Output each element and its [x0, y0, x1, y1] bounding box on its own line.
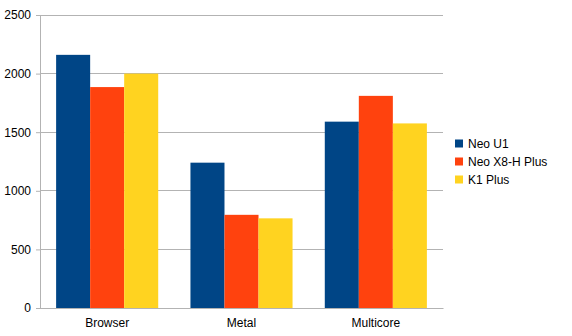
tick: Browser: [85, 316, 129, 330]
grid-line: [40, 73, 443, 74]
grid: [40, 15, 443, 308]
tick-mark: [36, 132, 40, 133]
legend-swatch: [455, 140, 463, 148]
legend-label: Neo U1: [468, 137, 509, 151]
grid-line: [40, 15, 443, 16]
bar: [359, 96, 393, 308]
series: [56, 55, 359, 308]
bars: [56, 55, 427, 308]
legend-entry: K1 Plus: [455, 173, 509, 187]
legend-entry: Neo U1: [455, 137, 509, 151]
tick-label: Multicore: [351, 316, 400, 330]
legend-swatch: [455, 176, 463, 184]
bar: [224, 215, 258, 308]
legend: Neo U1 Neo X8-H Plus K1 Plus: [455, 137, 547, 187]
tick: 2000: [4, 67, 40, 81]
bar: [90, 87, 124, 308]
tick-mark: [36, 15, 40, 16]
tick: 500: [11, 243, 40, 257]
y-axis: 0 500 1000 1500 2000 2500: [4, 8, 40, 315]
legend-swatch: [455, 158, 463, 166]
tick: 1500: [4, 126, 40, 140]
legend-entry: Neo X8-H Plus: [455, 155, 547, 169]
tick: 1000: [4, 184, 40, 198]
tick: 0: [24, 301, 40, 315]
chart: 0 500 1000 1500 2000 2500 Browser Metal Multicor…: [0, 0, 572, 336]
legend-label: Neo X8-H Plus: [468, 155, 547, 169]
bar: [325, 122, 359, 308]
plot: 0 500 1000 1500 2000 2500 Browser Metal Multicor…: [4, 8, 443, 329]
tick-label: Metal: [227, 316, 256, 330]
tick-label: 1000: [4, 184, 31, 198]
bar: [393, 123, 427, 308]
x-axis: Browser Metal Multicore: [41, 309, 444, 330]
tick-label: 1500: [4, 126, 31, 140]
series: [124, 74, 427, 308]
tick-mark: [36, 308, 40, 309]
bar: [259, 218, 293, 308]
bar: [56, 55, 90, 308]
tick: Metal: [227, 316, 256, 330]
bar: [124, 74, 158, 308]
bar: [190, 163, 224, 308]
tick-label: 0: [24, 301, 31, 315]
tick-label: Browser: [85, 316, 129, 330]
y-axis-line: [36, 16, 41, 309]
x-axis-line: [41, 308, 444, 309]
tick-mark: [36, 74, 40, 75]
tick-label: 2500: [4, 8, 31, 22]
tick: 2500: [4, 8, 40, 22]
tick-label: 500: [11, 243, 31, 257]
legend-label: K1 Plus: [468, 173, 509, 187]
tick: Multicore: [351, 316, 400, 330]
tick-mark: [36, 191, 40, 192]
tick-label: 2000: [4, 67, 31, 81]
tick-mark: [36, 249, 40, 250]
